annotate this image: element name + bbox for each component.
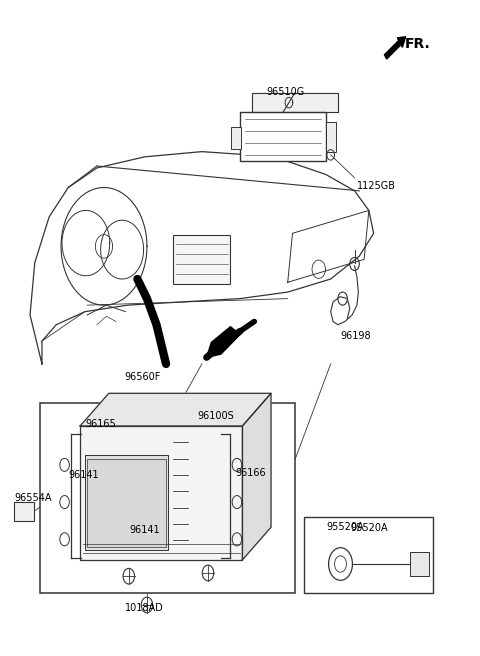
Polygon shape [252,93,338,112]
Text: 96141: 96141 [129,525,160,535]
Text: 96165: 96165 [85,419,116,429]
Text: 96100S: 96100S [197,411,234,421]
Polygon shape [242,394,271,560]
Text: 96166: 96166 [235,468,266,478]
Polygon shape [80,394,271,426]
Text: 1125GB: 1125GB [357,181,396,191]
Text: 96141: 96141 [68,470,99,480]
Polygon shape [206,327,240,358]
Text: 95520A: 95520A [326,522,364,532]
Text: 95520A: 95520A [350,523,388,533]
Bar [304,518,433,592]
Text: 96510G: 96510G [266,87,304,97]
Text: 96560F: 96560F [124,373,160,382]
Text: 96554A: 96554A [15,493,52,503]
Bar [326,122,336,152]
Text: 96198: 96198 [340,331,371,341]
Text: 1018AD: 1018AD [125,603,164,613]
Text: FR.: FR. [405,37,431,51]
Bar [14,502,34,521]
Bar [87,459,166,547]
Bar [85,455,168,550]
FancyArrow shape [384,37,406,59]
Bar [410,552,429,576]
Bar [173,235,230,283]
Bar [80,426,242,560]
Bar [231,127,241,149]
Bar [240,112,326,161]
Bar [39,403,295,592]
